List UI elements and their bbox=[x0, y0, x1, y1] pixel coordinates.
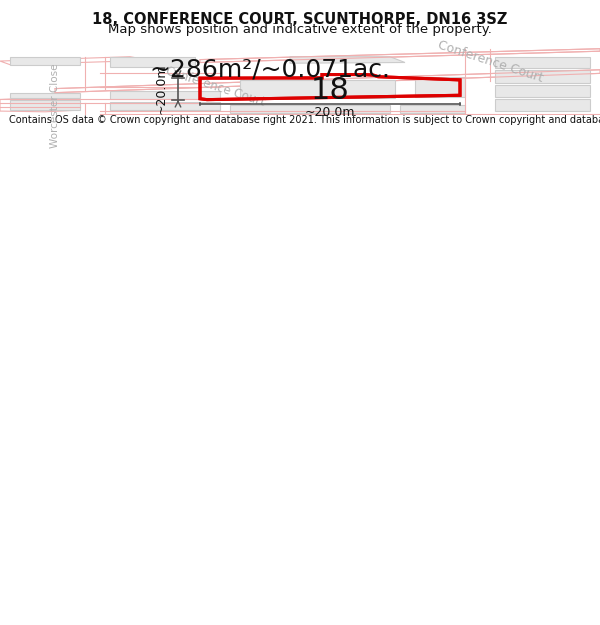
Text: Contains OS data © Crown copyright and database right 2021. This information is : Contains OS data © Crown copyright and d… bbox=[9, 115, 600, 125]
Polygon shape bbox=[495, 99, 590, 111]
Polygon shape bbox=[290, 57, 405, 63]
Polygon shape bbox=[200, 49, 600, 62]
Text: 18, CONFERENCE COURT, SCUNTHORPE, DN16 3SZ: 18, CONFERENCE COURT, SCUNTHORPE, DN16 3… bbox=[92, 12, 508, 27]
Polygon shape bbox=[0, 98, 75, 112]
Polygon shape bbox=[110, 91, 220, 99]
Polygon shape bbox=[10, 100, 80, 111]
Polygon shape bbox=[0, 57, 150, 64]
Polygon shape bbox=[110, 58, 195, 67]
Text: Worcester Close: Worcester Close bbox=[50, 64, 60, 148]
Polygon shape bbox=[10, 58, 80, 66]
Polygon shape bbox=[495, 85, 590, 98]
Text: ~20.0m: ~20.0m bbox=[155, 64, 168, 114]
Polygon shape bbox=[110, 103, 220, 111]
Text: Conference Court: Conference Court bbox=[436, 39, 544, 85]
Text: ~20.0m: ~20.0m bbox=[305, 106, 355, 119]
Polygon shape bbox=[495, 57, 590, 68]
Polygon shape bbox=[110, 102, 220, 111]
Text: Map shows position and indicative extent of the property.: Map shows position and indicative extent… bbox=[108, 23, 492, 36]
Polygon shape bbox=[415, 77, 465, 98]
Text: ~286m²/~0.071ac.: ~286m²/~0.071ac. bbox=[149, 58, 391, 82]
Text: Conference Court: Conference Court bbox=[164, 65, 266, 109]
Polygon shape bbox=[10, 93, 80, 98]
Polygon shape bbox=[400, 104, 465, 113]
Polygon shape bbox=[240, 80, 395, 98]
Polygon shape bbox=[495, 71, 590, 82]
Wedge shape bbox=[25, 99, 60, 109]
Polygon shape bbox=[55, 70, 600, 92]
Text: 18: 18 bbox=[311, 76, 349, 104]
Polygon shape bbox=[230, 104, 390, 113]
